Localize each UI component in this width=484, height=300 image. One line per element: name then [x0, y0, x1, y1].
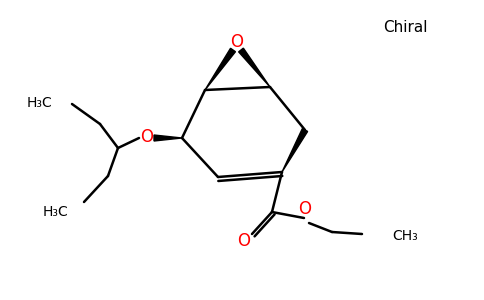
Polygon shape — [154, 135, 182, 141]
Text: CH₃: CH₃ — [392, 229, 418, 243]
Text: O: O — [230, 33, 243, 51]
Polygon shape — [239, 48, 270, 87]
Polygon shape — [282, 129, 308, 172]
Text: H₃C: H₃C — [26, 96, 52, 110]
Text: Chiral: Chiral — [383, 20, 427, 35]
Text: O: O — [238, 232, 251, 250]
Text: H₃C: H₃C — [42, 205, 68, 219]
Text: O: O — [299, 200, 312, 218]
Polygon shape — [205, 48, 235, 90]
Text: O: O — [140, 128, 153, 146]
